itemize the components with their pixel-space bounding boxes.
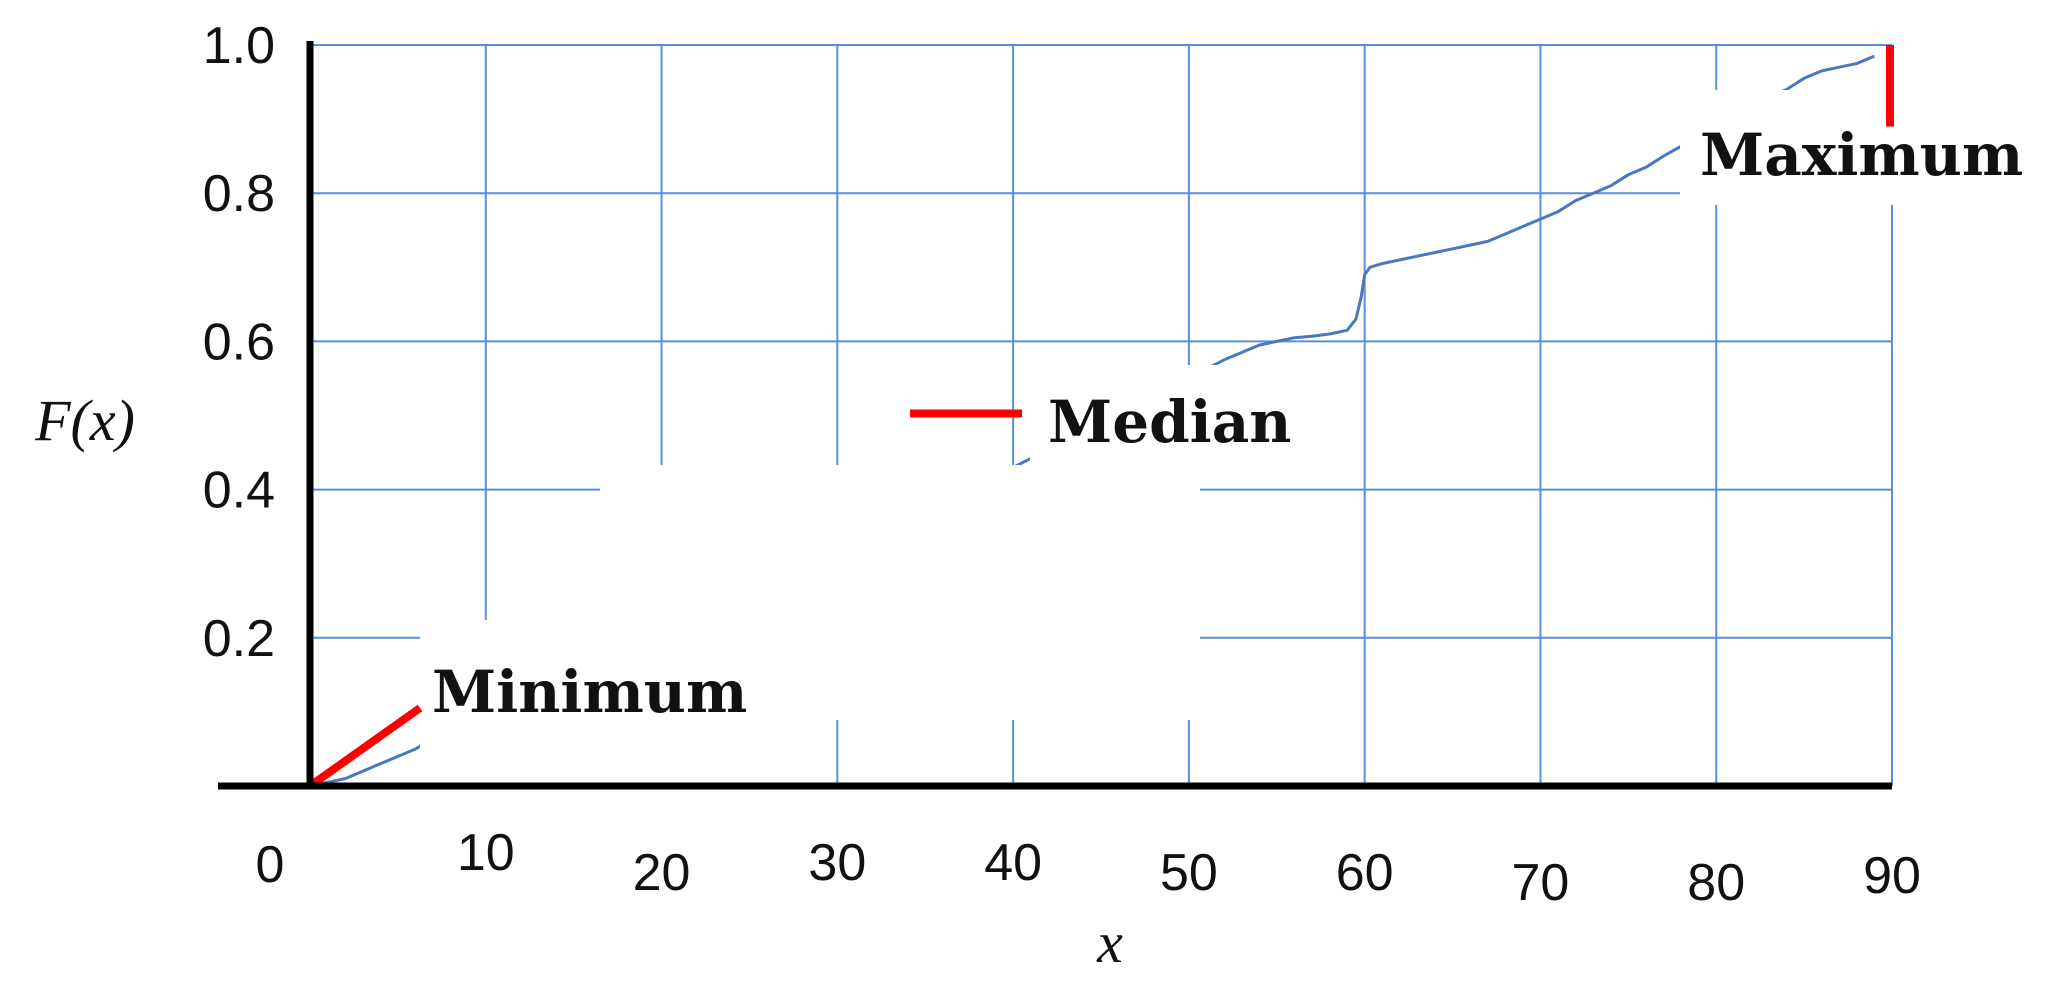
maximum-label: Maximum bbox=[1700, 121, 2023, 189]
x-tick-label-90: 90 bbox=[1863, 847, 1921, 905]
grid bbox=[310, 44, 1893, 786]
maximum-label-background bbox=[1680, 90, 2060, 205]
annotation-labels: Minimum Median Maximum bbox=[432, 121, 2023, 726]
median-label-background bbox=[1030, 365, 1250, 470]
annotation-backgrounds bbox=[420, 60, 2064, 786]
maximum-label-background-2 bbox=[1880, 60, 2064, 90]
x-tick-label-10: 10 bbox=[457, 824, 515, 882]
x-tick-label-30: 30 bbox=[808, 834, 866, 892]
y-tick-label-0.2: 0.2 bbox=[203, 610, 275, 668]
x-tick-label-60: 60 bbox=[1336, 844, 1394, 902]
x-axis-title: x bbox=[1096, 910, 1123, 975]
minimum-label-background-2 bbox=[600, 465, 1200, 720]
tick-labels: 0 10 20 30 40 50 60 70 80 90 0.2 0.4 0.6 0.8 1.0 bbox=[203, 17, 1921, 912]
y-tick-label-0.6: 0.6 bbox=[203, 313, 275, 371]
y-axis-title: F(x) bbox=[34, 388, 135, 453]
y-tick-label-1.0: 1.0 bbox=[203, 17, 275, 75]
x-tick-label-80: 80 bbox=[1687, 854, 1745, 912]
x-tick-label-50: 50 bbox=[1160, 844, 1218, 902]
minimum-marker bbox=[307, 704, 423, 790]
y-tick-label-0.8: 0.8 bbox=[203, 165, 275, 223]
x-tick-label-0: 0 bbox=[256, 836, 285, 894]
axes bbox=[218, 41, 1892, 790]
y-tick-label-0.4: 0.4 bbox=[203, 462, 275, 520]
x-tick-label-20: 20 bbox=[633, 844, 691, 902]
x-tick-label-70: 70 bbox=[1512, 854, 1570, 912]
median-label: Median bbox=[1048, 388, 1291, 456]
marker-layer bbox=[307, 45, 1894, 790]
minimum-label: Minimum bbox=[432, 658, 747, 726]
x-tick-label-40: 40 bbox=[984, 834, 1042, 892]
